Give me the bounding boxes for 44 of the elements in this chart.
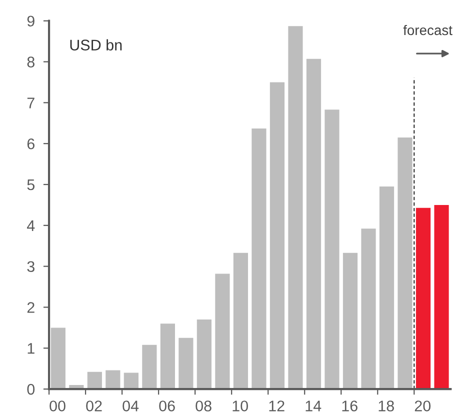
x-tick-label: 04 (122, 400, 139, 412)
bar (87, 372, 102, 390)
bar (142, 344, 157, 390)
bar (361, 228, 376, 390)
annotation: forecast (403, 24, 452, 36)
bar (233, 252, 248, 390)
bar (324, 110, 340, 390)
y-axis-title: USD bn (70, 39, 122, 50)
y-tick-label: 9 (27, 16, 34, 27)
x-tick-label: 16 (342, 400, 358, 412)
bar (379, 186, 394, 390)
bar (106, 370, 120, 390)
y-tick-label: 5 (27, 180, 35, 190)
bar (342, 252, 358, 390)
bar (124, 372, 138, 390)
bar (416, 208, 431, 390)
x-tick-label: 02 (86, 400, 102, 412)
bar (398, 137, 412, 390)
x-tick-label: 12 (269, 400, 284, 412)
x-tick-label: 00 (50, 400, 66, 412)
bar (215, 274, 230, 390)
bar (50, 328, 66, 390)
x-tick-label: 20 (414, 400, 431, 412)
y-tick-label: 1 (28, 343, 34, 354)
bar (196, 320, 212, 390)
bar (434, 204, 449, 390)
y-tick-label: 6 (27, 138, 34, 150)
bar (252, 128, 266, 390)
y-tick-label: 8 (27, 56, 34, 68)
bar (306, 58, 322, 390)
bar (288, 26, 303, 390)
x-tick-label: 18 (378, 400, 394, 412)
bar (160, 324, 175, 390)
y-tick-label: 7 (27, 98, 34, 108)
bar (178, 338, 194, 390)
x-tick-label: 10 (232, 400, 248, 412)
bar (270, 82, 285, 390)
x-tick-label: 06 (159, 400, 175, 412)
y-tick-label: 3 (27, 261, 34, 272)
y-tick-label: 4 (27, 220, 35, 231)
y-tick-label: 0 (27, 384, 35, 395)
x-tick-label: 08 (196, 400, 212, 412)
y-tick-label: 2 (27, 302, 34, 313)
x-tick-label: 14 (306, 400, 322, 412)
